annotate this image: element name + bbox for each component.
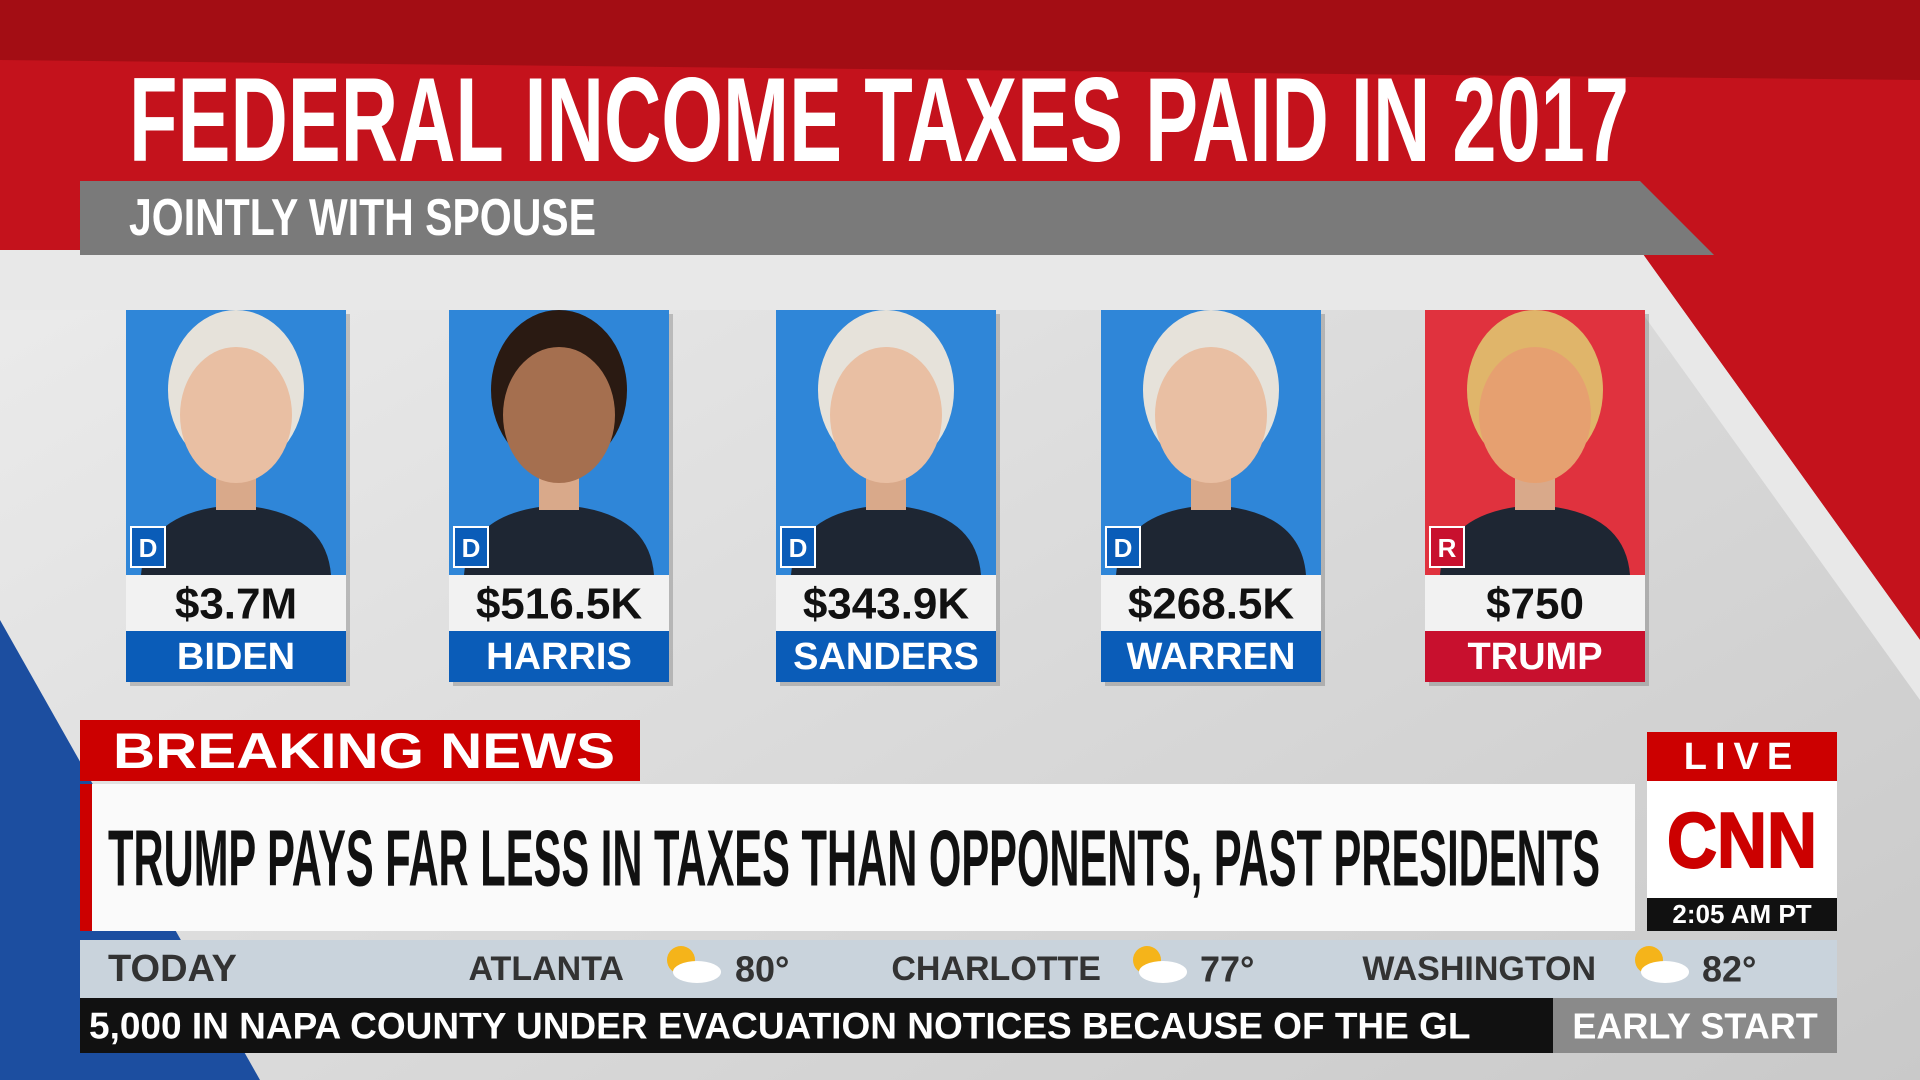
party: D xyxy=(1114,533,1133,563)
photo-face xyxy=(180,347,292,483)
breaking-label: BREAKING NEWS xyxy=(113,723,615,779)
breaking-box xyxy=(80,720,640,781)
party: R xyxy=(1438,533,1457,563)
amount-box xyxy=(1425,575,1645,631)
network-box xyxy=(1647,781,1837,898)
photo-suit xyxy=(141,505,331,575)
amount: $750 xyxy=(1486,580,1584,629)
headline-box xyxy=(92,784,1635,931)
party-box xyxy=(780,526,816,568)
candidate-card: D $268.5K WARREN xyxy=(1101,310,1325,686)
party-box xyxy=(453,526,489,568)
headline-accent xyxy=(80,784,92,931)
party-box xyxy=(1429,526,1465,568)
photo-suit xyxy=(1116,505,1306,575)
cards: D $3.7M BIDEN D $516.5K HARRIS D $343.9K SANDERS… xyxy=(126,310,1649,686)
red-band xyxy=(0,0,1920,640)
party: D xyxy=(789,533,808,563)
party-box xyxy=(1105,526,1141,568)
time-box xyxy=(1647,898,1837,931)
weather-cities: ATLANTA 80° CHARLOTTE 77° WASHINGTON 82° xyxy=(469,946,1756,990)
name: HARRIS xyxy=(486,636,632,678)
panel-edge xyxy=(0,250,1920,700)
party: D xyxy=(139,533,158,563)
name: TRUMP xyxy=(1467,636,1602,678)
candidate-card: D $3.7M BIDEN xyxy=(126,310,350,686)
name: BIDEN xyxy=(177,636,295,678)
weather-bar xyxy=(80,940,1837,998)
name: WARREN xyxy=(1127,636,1296,678)
photo-suit xyxy=(464,505,654,575)
name: SANDERS xyxy=(793,636,979,678)
amount-box xyxy=(776,575,996,631)
amount: $516.5K xyxy=(476,580,643,629)
show-box xyxy=(1553,998,1837,1053)
weather-label: TODAY xyxy=(108,948,237,990)
time: 2:05 AM PT xyxy=(1672,899,1811,929)
photo-face xyxy=(1479,347,1591,483)
party: D xyxy=(462,533,481,563)
photo-face xyxy=(503,347,615,483)
name-box xyxy=(449,631,669,682)
name-box xyxy=(126,631,346,682)
weather-cloud xyxy=(673,961,721,983)
subtitle: JOINTLY WITH SPOUSE xyxy=(129,189,596,247)
amount-box xyxy=(449,575,669,631)
temperature: 77° xyxy=(1200,949,1254,990)
red-shade xyxy=(0,0,1920,80)
show-name: EARLY START xyxy=(1572,1006,1817,1047)
candidate-card: D $516.5K HARRIS xyxy=(449,310,673,686)
subtitle-bar xyxy=(80,181,1714,255)
city-name: CHARLOTTE xyxy=(891,950,1101,988)
live-label: LIVE xyxy=(1684,736,1800,778)
name-box xyxy=(1101,631,1321,682)
party-box xyxy=(130,526,166,568)
photo-suit xyxy=(1440,505,1630,575)
photo-face xyxy=(1155,347,1267,483)
amount-box xyxy=(1101,575,1321,631)
city-name: WASHINGTON xyxy=(1362,950,1596,988)
city-name: ATLANTA xyxy=(469,950,624,988)
amount-box xyxy=(126,575,346,631)
temperature: 82° xyxy=(1702,949,1756,990)
ticker-text: 5,000 IN NAPA COUNTY UNDER EVACUATION NO… xyxy=(89,1006,1470,1047)
live-box xyxy=(1647,732,1837,781)
ticker-clip: 5,000 IN NAPA COUNTY UNDER EVACUATION NO… xyxy=(89,1006,1470,1047)
name-box xyxy=(1425,631,1645,682)
weather-cloud xyxy=(1641,961,1689,983)
weather-cloud xyxy=(1139,961,1187,983)
temperature: 80° xyxy=(735,949,789,990)
photo-suit xyxy=(791,505,981,575)
amount: $3.7M xyxy=(175,580,297,629)
candidate-card: D $343.9K SANDERS xyxy=(776,310,1000,686)
photo-face xyxy=(830,347,942,483)
ticker-bar xyxy=(80,998,1553,1053)
name-box xyxy=(776,631,996,682)
amount: $268.5K xyxy=(1128,580,1295,629)
headline: TRUMP PAYS FAR LESS IN TAXES THAN OPPONE… xyxy=(108,814,1600,903)
amount: $343.9K xyxy=(803,580,970,629)
network-logo: CNN xyxy=(1667,796,1817,884)
title: FEDERAL INCOME TAXES PAID IN 2017 xyxy=(129,53,1629,187)
candidate-card: R $750 TRUMP xyxy=(1425,310,1649,686)
